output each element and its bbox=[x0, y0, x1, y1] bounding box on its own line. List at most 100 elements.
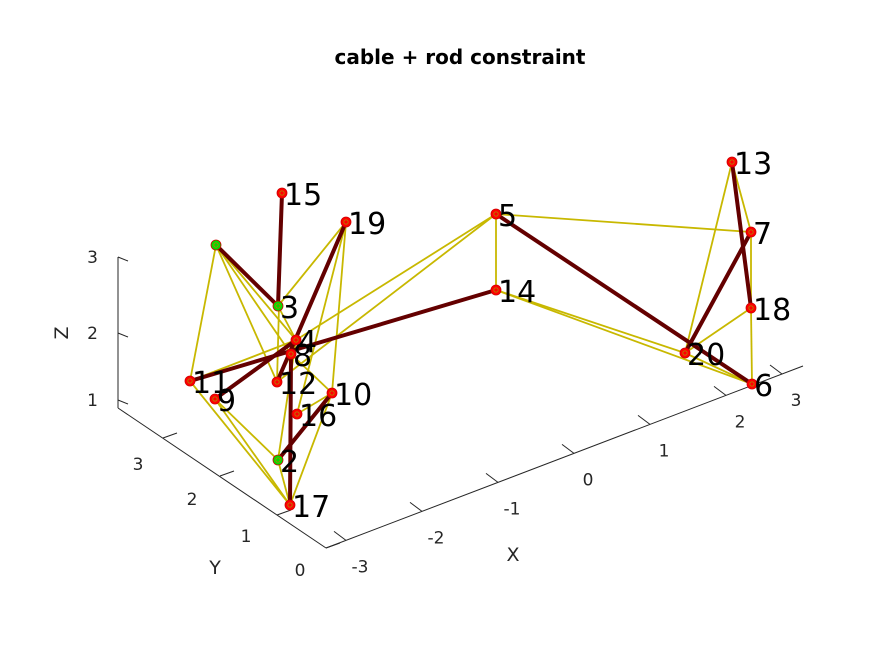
y-axis-line bbox=[117, 407, 327, 549]
node-label-10: 10 bbox=[334, 378, 372, 413]
node-label-2: 2 bbox=[280, 445, 299, 480]
node-20 bbox=[679, 347, 691, 359]
cable-9-2 bbox=[214, 398, 279, 461]
node-19 bbox=[340, 216, 352, 228]
node-4 bbox=[290, 334, 302, 346]
node-15-marker bbox=[279, 190, 285, 196]
node-8-marker bbox=[288, 351, 294, 357]
z-tick-label: 3 bbox=[87, 248, 98, 268]
node-3-marker bbox=[275, 303, 281, 309]
node-6-marker bbox=[749, 381, 755, 387]
cable-19-16 bbox=[296, 221, 347, 415]
x-tick-mark bbox=[637, 414, 651, 425]
node-11 bbox=[184, 375, 196, 387]
x-tick-mark bbox=[769, 364, 783, 375]
cable-2-17 bbox=[277, 459, 291, 506]
rods-layer bbox=[188, 160, 754, 507]
node-label-15: 15 bbox=[284, 178, 322, 213]
y-tick-mark bbox=[325, 542, 341, 549]
cable-18-6 bbox=[750, 307, 753, 385]
x-axis-line bbox=[325, 365, 804, 549]
y-tick-mark bbox=[162, 432, 178, 439]
cable-8-10 bbox=[290, 353, 333, 394]
node-2-marker bbox=[275, 457, 281, 463]
cable-16-10 bbox=[296, 392, 333, 415]
x-tick-label: -2 bbox=[428, 528, 445, 548]
node-14 bbox=[490, 284, 502, 296]
node-6 bbox=[746, 378, 758, 390]
node-11-marker bbox=[187, 378, 193, 384]
cable-3-4 bbox=[277, 305, 297, 341]
node-19-marker bbox=[343, 219, 349, 225]
node-8 bbox=[285, 348, 297, 360]
rod-7-20 bbox=[683, 230, 753, 355]
node-10-marker bbox=[329, 390, 335, 396]
node-label-19: 19 bbox=[348, 207, 386, 242]
cable-13-20 bbox=[684, 161, 733, 354]
x-tick-label: 0 bbox=[583, 470, 594, 490]
node-label-6: 6 bbox=[754, 369, 773, 404]
cable-5-7 bbox=[495, 213, 752, 233]
cable-1-11 bbox=[189, 244, 217, 382]
node-label-13: 13 bbox=[734, 147, 772, 182]
y-axis-label: Y bbox=[208, 557, 221, 579]
node-label-20: 20 bbox=[687, 338, 725, 373]
x-tick-mark bbox=[409, 501, 423, 512]
cable-19-10 bbox=[331, 221, 347, 394]
node-15 bbox=[276, 187, 288, 199]
cable-3-19 bbox=[277, 221, 347, 307]
node-9 bbox=[209, 393, 221, 405]
rod-17-8 bbox=[288, 352, 293, 507]
node-17 bbox=[284, 499, 296, 511]
node-1 bbox=[210, 239, 222, 251]
node-13-marker bbox=[729, 159, 735, 165]
node-4-marker bbox=[293, 337, 299, 343]
y-tick-label: 3 bbox=[133, 455, 144, 475]
node-label-18: 18 bbox=[753, 293, 791, 328]
node-18-marker bbox=[748, 305, 754, 311]
node-9-marker bbox=[212, 396, 218, 402]
x-tick-label: -3 bbox=[352, 557, 369, 577]
x-tick-label: -1 bbox=[504, 499, 521, 519]
node-5 bbox=[490, 208, 502, 220]
node-label-7: 7 bbox=[753, 217, 772, 252]
z-tick-label: 1 bbox=[87, 391, 98, 411]
node-label-4: 4 bbox=[298, 325, 317, 360]
node-16-marker bbox=[294, 411, 300, 417]
cable-9-17 bbox=[214, 398, 291, 506]
y-tick-label: 0 bbox=[295, 561, 306, 581]
x-tick-label: 3 bbox=[791, 391, 802, 411]
z-tick-mark bbox=[117, 332, 129, 338]
node-label-11: 11 bbox=[192, 366, 230, 401]
z-tick-mark bbox=[117, 256, 129, 262]
cable-11-17 bbox=[189, 380, 291, 506]
node-label-9: 9 bbox=[217, 384, 236, 419]
node-label-5: 5 bbox=[498, 199, 517, 234]
x-axis-label: X bbox=[506, 544, 519, 566]
rod-4-9 bbox=[213, 338, 298, 401]
node-16 bbox=[291, 408, 303, 420]
cable-14-20 bbox=[495, 289, 686, 354]
x-tick-mark bbox=[561, 443, 575, 454]
x-tick-mark bbox=[333, 530, 347, 541]
rod-2-10 bbox=[276, 391, 334, 462]
node-18 bbox=[745, 302, 757, 314]
cable-14-6 bbox=[495, 289, 753, 385]
x-tick-mark bbox=[485, 472, 499, 483]
y-tick-label: 1 bbox=[241, 527, 252, 547]
node-12-marker bbox=[274, 379, 280, 385]
node-5-marker bbox=[493, 211, 499, 217]
rod-11-14 bbox=[188, 288, 498, 383]
node-12 bbox=[271, 376, 283, 388]
node-label-12: 12 bbox=[279, 367, 317, 402]
node-label-17: 17 bbox=[292, 490, 330, 525]
axes bbox=[117, 257, 804, 549]
z-tick-label: 2 bbox=[87, 324, 98, 344]
node-label-14: 14 bbox=[498, 275, 536, 310]
rod-3-15 bbox=[276, 191, 284, 308]
chart-title: cable + rod constraint bbox=[335, 45, 586, 69]
cable-12-5 bbox=[276, 213, 497, 383]
